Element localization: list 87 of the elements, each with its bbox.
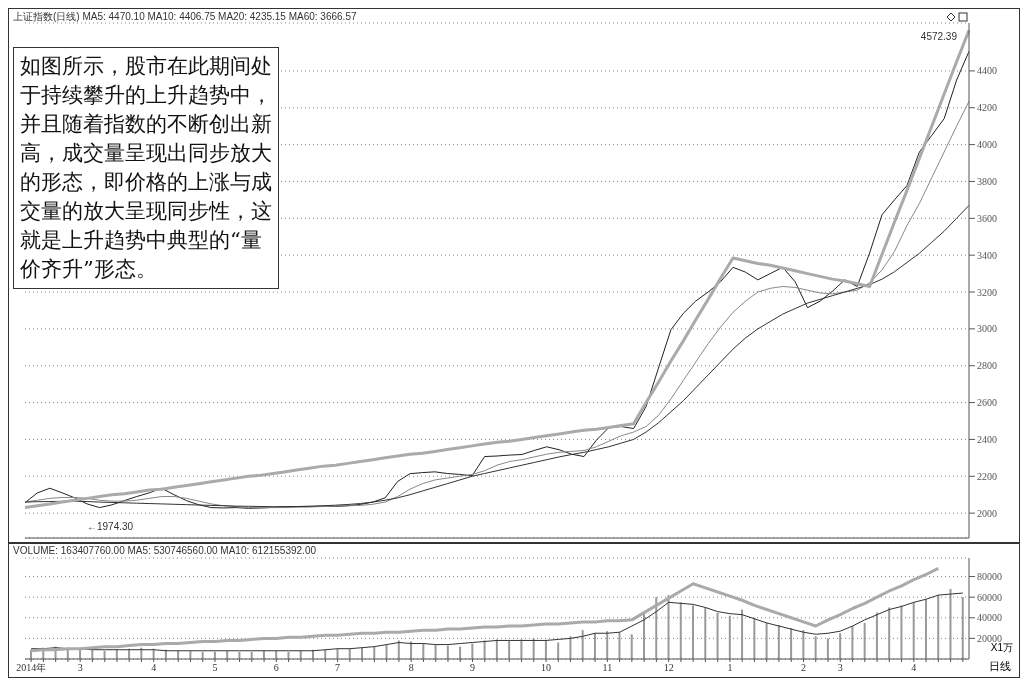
bar xyxy=(777,624,780,659)
annotation: 如图所示，股市在此期间处于持续攀升的上升趋势中，并且随着指数的不断创出新高，成交量呈现出同步放大的形态，即价格的上涨与成交量的放大呈现同步性，这就是上升趋势中典型的“量价齐升”形态。 xyxy=(13,47,279,289)
chart-title: 上证指数(日线) MA5: 4470.10 MA10: 4406.75 MA20: 4235.15 MA60: 3666.57 xyxy=(13,10,357,24)
x-tick-label: 4 xyxy=(151,662,157,674)
bar xyxy=(532,638,535,659)
bar xyxy=(875,612,878,659)
y-tick-label: 2000 xyxy=(977,507,997,519)
annotation: ←1974.30 xyxy=(87,521,134,532)
text: 日线 xyxy=(989,659,1011,674)
bar xyxy=(937,595,940,659)
y-tick-label: 2200 xyxy=(977,470,997,482)
bar xyxy=(397,640,400,659)
bar xyxy=(814,636,817,659)
x-tick-label: 5 xyxy=(212,662,218,674)
bar xyxy=(544,640,547,659)
x-tick-label: 10 xyxy=(541,662,552,674)
y-axis-title: X1万 xyxy=(990,642,1013,655)
y-tick-label: 80000 xyxy=(977,571,1002,583)
bar xyxy=(581,630,584,659)
bar xyxy=(912,602,915,659)
bar xyxy=(557,642,560,659)
bar xyxy=(422,643,425,659)
bar xyxy=(520,639,523,659)
bar xyxy=(863,622,866,659)
bar xyxy=(692,605,695,659)
x-tick-label: 1 xyxy=(727,662,733,674)
bar xyxy=(826,638,829,659)
bar xyxy=(618,632,621,659)
y-tick-label: 3200 xyxy=(977,286,997,298)
x-tick-label: 2014年 xyxy=(16,662,47,674)
bar xyxy=(471,643,474,659)
y-tick-label: 2600 xyxy=(977,397,997,409)
bar xyxy=(790,628,793,659)
bar xyxy=(483,640,486,659)
bar xyxy=(704,607,707,659)
x-tick-label: 12 xyxy=(663,662,674,674)
bar xyxy=(593,633,596,659)
y-tick-label: 40000 xyxy=(977,612,1002,624)
bar xyxy=(410,641,413,659)
bar xyxy=(642,612,645,659)
bar xyxy=(753,617,756,659)
bar xyxy=(851,626,854,659)
bar xyxy=(765,622,768,659)
bar xyxy=(434,644,437,659)
x-tick-label: 11 xyxy=(602,662,613,674)
y-tick-label: 2800 xyxy=(977,360,997,372)
bar xyxy=(606,631,609,659)
bar xyxy=(949,588,952,659)
bar xyxy=(839,633,842,659)
bar xyxy=(569,636,572,659)
bar xyxy=(630,634,633,659)
x-tick-label: 8 xyxy=(408,662,414,674)
y-tick-label: 4200 xyxy=(977,102,997,114)
bar xyxy=(495,639,498,659)
bar xyxy=(741,609,744,659)
bar xyxy=(385,644,388,659)
y-tick-label: 3600 xyxy=(977,212,997,224)
y-tick-label: 3000 xyxy=(977,323,997,335)
bar xyxy=(888,607,891,659)
bar xyxy=(728,615,731,659)
x-tick-label: 7 xyxy=(335,662,341,674)
y-tick-label: 3800 xyxy=(977,176,997,188)
line-series xyxy=(30,592,964,652)
y-tick-label: 20000 xyxy=(977,632,1002,644)
y-tick-label: 3400 xyxy=(977,249,997,261)
x-tick-label: 3 xyxy=(77,662,83,674)
x-tick-label: 4 xyxy=(911,662,917,674)
bar xyxy=(802,630,805,659)
bar xyxy=(508,640,511,659)
y-tick-label: 4400 xyxy=(977,65,997,77)
annotation: 4572.39 xyxy=(920,31,957,42)
x-tick-label: 6 xyxy=(273,662,279,674)
bar xyxy=(924,599,927,659)
y-tick-label: 2400 xyxy=(977,433,997,445)
bar xyxy=(900,605,903,659)
x-tick-label: 9 xyxy=(469,662,475,674)
bar xyxy=(667,595,670,659)
bar xyxy=(679,602,682,659)
chart-title: VOLUME: 163407760.00 MA5: 530746560.00 MA10: 612155392.00 xyxy=(13,545,317,556)
x-tick-label: 3 xyxy=(837,662,843,674)
line-series xyxy=(29,566,940,653)
bar xyxy=(655,597,658,659)
bar xyxy=(961,597,964,659)
y-tick-label: 4000 xyxy=(977,139,997,151)
x-tick-label: 2 xyxy=(800,662,806,674)
y-tick-label: 60000 xyxy=(977,591,1002,603)
bar xyxy=(716,612,719,659)
